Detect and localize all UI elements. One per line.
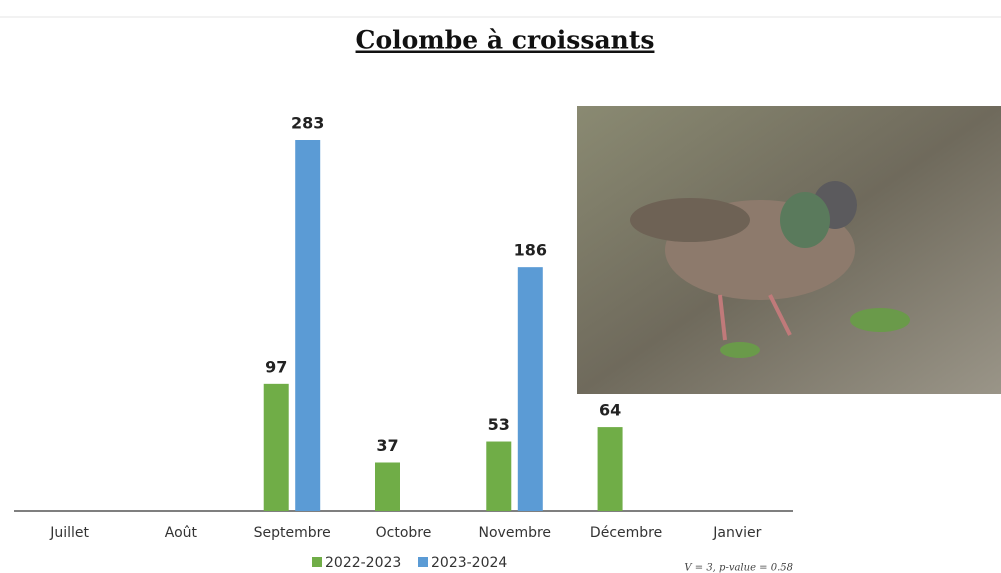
legend-label: 2022-2023 bbox=[325, 555, 401, 571]
bar bbox=[518, 267, 543, 511]
data-label: 64 bbox=[599, 401, 621, 420]
chart: Colombe à croissants V = 3, p-value = 0.… bbox=[0, 0, 1001, 573]
x-tick-label: Juillet bbox=[49, 525, 89, 541]
x-tick-label: Octobre bbox=[376, 525, 432, 541]
x-tick-label: Août bbox=[165, 525, 198, 541]
bar bbox=[375, 462, 400, 511]
data-label: 97 bbox=[265, 357, 287, 376]
legend-swatch bbox=[312, 557, 322, 567]
chart-title: Colombe à croissants bbox=[356, 26, 655, 55]
bar bbox=[598, 427, 623, 511]
legend-label: 2023-2024 bbox=[431, 555, 507, 571]
data-label: 283 bbox=[291, 114, 324, 133]
x-tick-label: Novembre bbox=[479, 525, 552, 541]
bar bbox=[486, 442, 511, 511]
legend-swatch bbox=[418, 557, 428, 567]
data-label: 37 bbox=[376, 436, 398, 455]
bar bbox=[264, 384, 289, 511]
photo bbox=[577, 106, 1001, 394]
page: Colombe à croissants V = 3, p-value = 0.… bbox=[0, 0, 1001, 573]
data-label: 186 bbox=[514, 241, 547, 260]
x-tick-label: Janvier bbox=[712, 525, 761, 541]
x-tick-label: Septembre bbox=[254, 525, 331, 541]
footnote: V = 3, p-value = 0.58 bbox=[684, 563, 793, 573]
bar bbox=[295, 140, 320, 511]
x-tick-label: Décembre bbox=[590, 525, 662, 541]
data-label: 53 bbox=[488, 415, 510, 434]
